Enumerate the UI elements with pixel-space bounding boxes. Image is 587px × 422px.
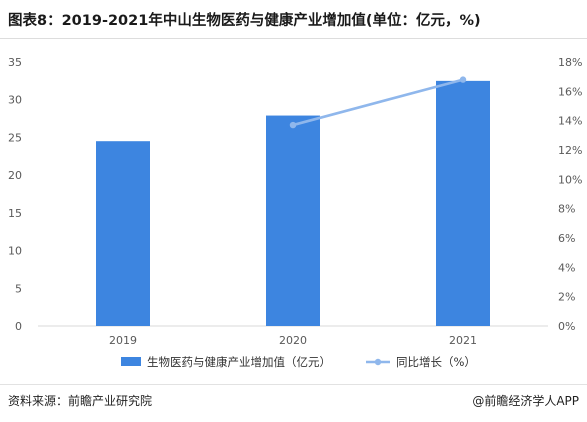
legend-line-label: 同比增长（%） xyxy=(396,355,476,369)
bar-series xyxy=(96,80,490,326)
growth-line xyxy=(292,78,464,127)
source-note: 资料来源：前瞻产业研究院 xyxy=(8,394,153,408)
y-right-tick-label: 4% xyxy=(558,261,575,274)
y-right-tick-label: 12% xyxy=(558,144,582,157)
y-left-tick-label: 15 xyxy=(8,207,22,220)
y-left-tick-label: 20 xyxy=(8,169,22,182)
legend-bar-swatch xyxy=(121,357,141,366)
y-right-tick-label: 10% xyxy=(558,173,582,186)
line-series xyxy=(289,76,467,129)
title-divider xyxy=(0,38,587,39)
x-tick-label: 2021 xyxy=(449,334,477,347)
y-right-tick-label: 2% xyxy=(558,291,575,304)
y-right-tick-label: 8% xyxy=(558,203,575,216)
y-right-tick-label: 14% xyxy=(558,115,582,128)
growth-point-2020 xyxy=(289,121,297,129)
y-right-tick-label: 18% xyxy=(558,56,582,69)
footer-divider xyxy=(0,384,587,385)
x-tick-label: 2020 xyxy=(279,334,307,347)
y-left-tick-label: 0 xyxy=(15,320,22,333)
legend-line-marker xyxy=(374,358,382,366)
y-left-tick-label: 30 xyxy=(8,94,22,107)
growth-point-2021 xyxy=(459,76,467,83)
y-right-tick-label: 6% xyxy=(558,232,575,245)
y-left-tick-label: 25 xyxy=(8,131,22,144)
chart-legend: 生物医药与健康产业增加值（亿元） 同比增长（%） xyxy=(121,355,476,369)
brand-credit: @前瞻经济学人APP xyxy=(472,394,579,408)
chart-title: 图表8：2019-2021年中山生物医药与健康产业增加值(单位：亿元，%) xyxy=(8,13,481,29)
combo-chart: 0 5 10 15 20 25 30 35 0% 2% 4% 6% 8% 10% 12% 14% 16% 18% 2… xyxy=(8,56,582,369)
legend-bar-label: 生物医药与健康产业增加值（亿元） xyxy=(147,355,331,369)
y-right-tick-label: 0% xyxy=(558,320,575,333)
y-left-tick-label: 5 xyxy=(15,282,22,295)
bar-2019 xyxy=(96,141,150,326)
chart-axes: 0 5 10 15 20 25 30 35 0% 2% 4% 6% 8% 10% 12% 14% 16% 18% 2… xyxy=(8,56,582,347)
bar-2021 xyxy=(436,80,490,326)
bar-2020 xyxy=(266,115,320,326)
y-left-tick-label: 10 xyxy=(8,245,22,258)
y-left-tick-label: 35 xyxy=(8,56,22,69)
x-tick-label: 2019 xyxy=(109,334,137,347)
y-right-tick-label: 16% xyxy=(558,85,582,98)
